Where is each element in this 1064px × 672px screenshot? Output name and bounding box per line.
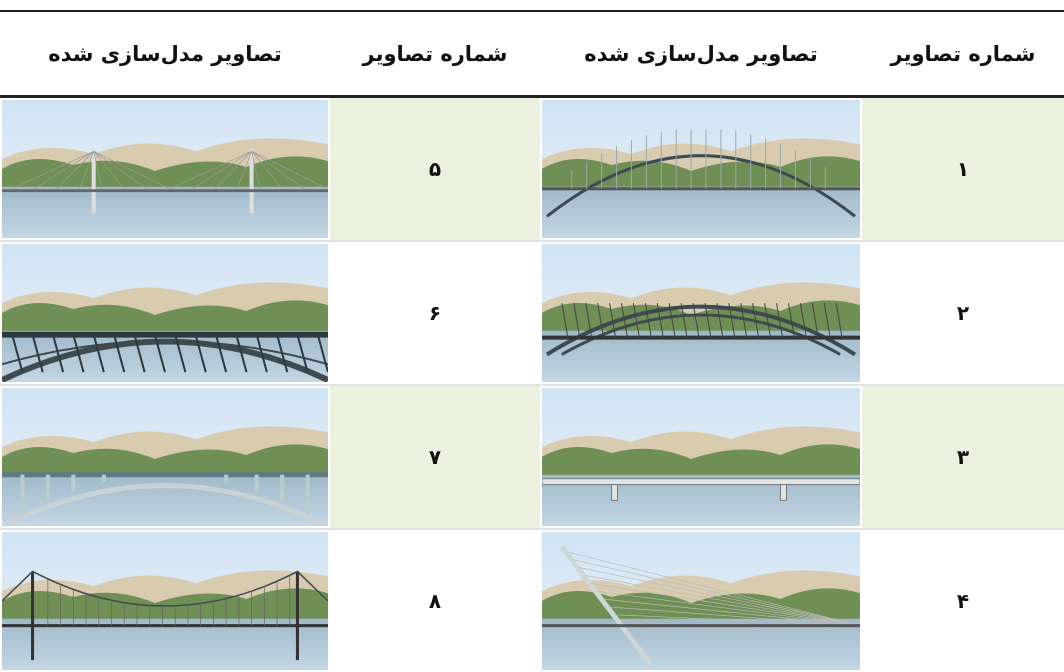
image-number: ۱	[862, 95, 1064, 241]
image-number: ۲	[862, 240, 1064, 385]
header-cell: تصاویر مدل‌سازی شده	[540, 10, 862, 98]
image-cell	[0, 528, 330, 672]
bridge-table: شماره تصاویر تصاویر مدل‌سازی شده شماره ت…	[0, 10, 1064, 672]
image-cell	[540, 240, 862, 385]
table-row: ۲ ۶	[0, 240, 1064, 385]
image-number: ۵	[330, 95, 540, 241]
header-cell: تصاویر مدل‌سازی شده	[0, 10, 330, 98]
page: شماره تصاویر تصاویر مدل‌سازی شده شماره ت…	[0, 10, 1064, 672]
image-cell	[0, 95, 330, 241]
header-cell: شماره تصاویر	[862, 10, 1064, 98]
bridge-image	[2, 100, 328, 238]
bridge-image	[542, 532, 860, 670]
header-cell: شماره تصاویر	[330, 10, 540, 98]
bridge-image	[542, 244, 860, 382]
image-cell	[0, 384, 330, 529]
table-row: ۳ ۷	[0, 384, 1064, 529]
image-cell	[0, 240, 330, 385]
table-row: ۴ ۸	[0, 528, 1064, 672]
bridge-image	[542, 100, 860, 238]
image-cell	[540, 384, 862, 529]
image-number: ۴	[862, 528, 1064, 672]
image-cell	[540, 95, 862, 241]
bridge-image	[542, 388, 860, 526]
image-number: ۳	[862, 384, 1064, 529]
image-number: ۷	[330, 384, 540, 529]
image-cell	[540, 528, 862, 672]
image-number: ۶	[330, 240, 540, 385]
table-row: ۱ ۵	[0, 95, 1064, 241]
bridge-image	[2, 244, 328, 382]
image-number: ۸	[330, 528, 540, 672]
bridge-image	[2, 532, 328, 670]
header-row: شماره تصاویر تصاویر مدل‌سازی شده شماره ت…	[0, 10, 1064, 98]
bridge-image	[2, 388, 328, 526]
